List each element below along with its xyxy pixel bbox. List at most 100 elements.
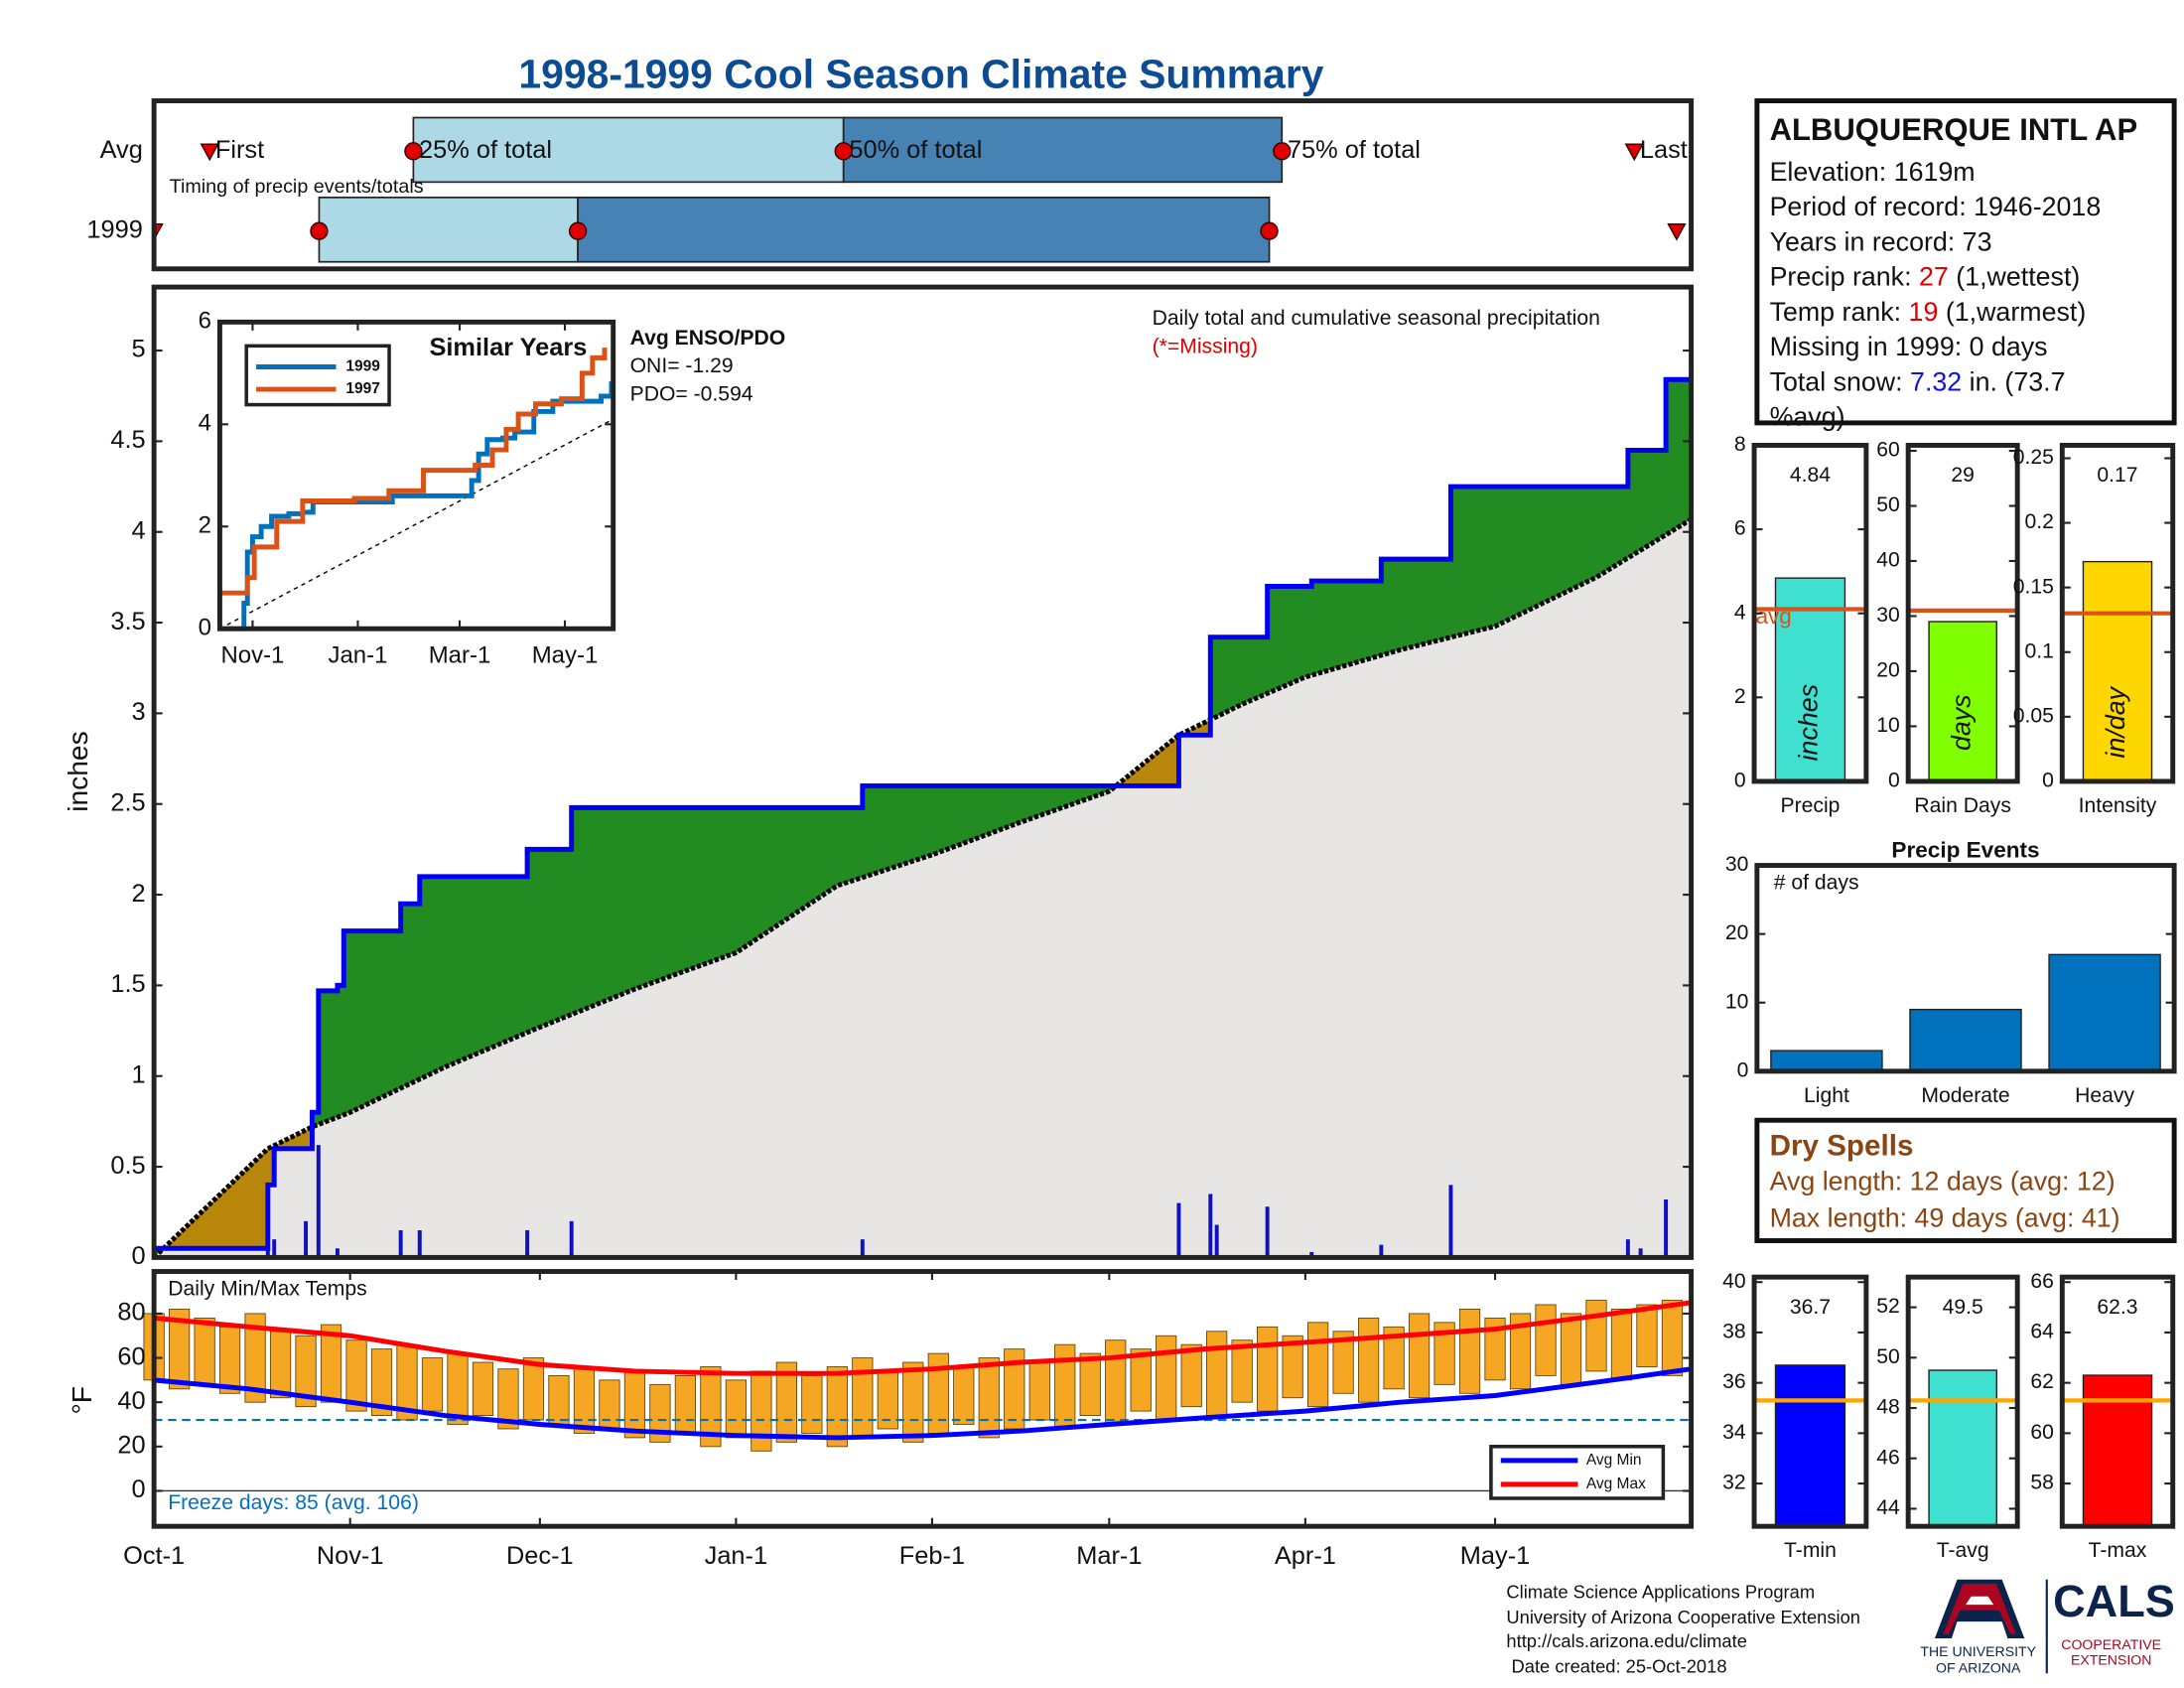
temp-range-bar <box>168 1309 191 1390</box>
footer-line: Date created: 25-Oct-2018 <box>1506 1655 1726 1676</box>
freeze-note: Freeze days: 85 (avg. 106) <box>168 1491 419 1514</box>
dry-spells-box <box>1754 1117 2177 1243</box>
y-tick-label: 20 <box>1876 659 1900 682</box>
period: Period of record: 1946-2018 <box>1769 193 2102 223</box>
y-tick-label: 66 <box>2030 1270 2054 1293</box>
temp-range-bar <box>1180 1343 1202 1408</box>
years: Years in record: 73 <box>1769 227 1992 258</box>
daily-bar <box>1309 1251 1314 1258</box>
temp-range-bar <box>522 1357 545 1421</box>
y-axis-label: inches <box>62 731 93 811</box>
average-line <box>219 418 614 630</box>
footer-line: http://cals.arizona.edu/climate <box>1506 1630 1746 1651</box>
bar <box>1928 1369 1997 1527</box>
temp-range-bar <box>623 1370 646 1439</box>
y-tick-label: 20 <box>1725 921 1749 944</box>
y-tick-label: 40 <box>1722 1270 1746 1293</box>
chart-subtitle: Daily total and cumulative seasonal prec… <box>1153 307 1600 330</box>
x-tick-label: Mar-1 <box>429 642 491 669</box>
x-tick-label: Feb-1 <box>899 1542 965 1570</box>
x-tick-label: Oct-1 <box>123 1542 185 1570</box>
temp-range-bar <box>194 1317 215 1385</box>
y-tick-label: 3 <box>132 698 146 726</box>
temp-range-bar <box>421 1357 444 1412</box>
temp-range-bar <box>218 1326 241 1394</box>
average-temp-line <box>153 1300 1692 1376</box>
temp-range-bar <box>1636 1304 1658 1367</box>
daily-bar <box>335 1248 340 1258</box>
quartile-marker <box>1273 142 1292 161</box>
footer-line: University of Arizona Cooperative Extens… <box>1506 1607 1860 1627</box>
category-label: T-max <box>2089 1539 2147 1562</box>
legend-box <box>1489 1445 1666 1500</box>
temp-range-bar <box>1484 1317 1506 1381</box>
y-tick-label: 4 <box>132 516 146 544</box>
logo-text: OF ARIZONA <box>1936 1660 2021 1676</box>
dry-max: Max length: 49 days (avg: 41) <box>1769 1203 2120 1234</box>
temp-range-bar <box>700 1366 722 1448</box>
panel-frame <box>1905 442 2020 784</box>
temp-range-bar <box>978 1357 1000 1439</box>
y-tick-label: 6 <box>1734 517 1746 540</box>
y-tick-label: 0.15 <box>2013 575 2054 598</box>
temp-range-bar <box>1661 1300 1684 1376</box>
y-tick-label: 5 <box>132 336 146 363</box>
temp-range-bar <box>370 1348 393 1417</box>
temp-range-bar <box>295 1335 317 1408</box>
event-marker <box>1624 143 1644 162</box>
x-tick-label: Apr-1 <box>1275 1542 1336 1570</box>
y-tick-label: 62 <box>2030 1370 2054 1393</box>
y-tick-label: 0.2 <box>2024 510 2053 533</box>
logo-text: COOPERATIVE <box>2061 1636 2161 1652</box>
y-tick-label: 60 <box>2030 1421 2054 1444</box>
value-label: 36.7 <box>1790 1296 1831 1319</box>
bar <box>2082 560 2153 782</box>
dry-spells-text: Dry Spells Avg length: 12 days (avg: 12)… <box>1770 1129 2176 1238</box>
panel-note: # of days <box>1774 871 1859 894</box>
temp-range-bar <box>674 1374 697 1434</box>
temp-range-bar <box>1560 1313 1582 1385</box>
average-fill <box>154 518 1692 1258</box>
unit-label: inches <box>1794 684 1824 761</box>
temp-range-bar <box>599 1379 620 1430</box>
enso-title: Avg ENSO/PDO <box>630 327 786 350</box>
temp-range-bar <box>472 1361 494 1417</box>
category-label: Rain Days <box>1914 794 2011 817</box>
panel-frame <box>2059 1274 2176 1529</box>
y-tick-label: 30 <box>1876 604 1900 627</box>
note: in. (73.7 %avg) <box>1769 367 2066 433</box>
category-label: Light <box>1804 1084 1849 1107</box>
plot-layer: 0 0.5 1 1.5 2 2.5 3 3.5 4 4.5 5 inches Daily total a… <box>62 98 2177 1570</box>
panel-frame <box>2059 442 2176 784</box>
x-tick-label: Nov-1 <box>220 642 284 669</box>
y-tick-label: 1.5 <box>110 970 145 998</box>
y-tick-label: 38 <box>1722 1321 1746 1343</box>
temp-range-bar <box>1079 1352 1101 1417</box>
station-name: ALBUQUERQUE INTL AP <box>1769 111 2138 148</box>
daily-bar <box>1448 1185 1453 1258</box>
rank: 27 <box>1918 263 1949 293</box>
bar <box>1774 577 1846 782</box>
note: (1,warmest) <box>1945 298 2087 329</box>
panel-frame <box>216 319 616 632</box>
y-tick-label: 0 <box>2042 770 2054 792</box>
daily-bar <box>316 1145 321 1258</box>
daily-bar <box>417 1230 422 1258</box>
bar <box>2048 953 2161 1072</box>
dry-avg: Avg length: 12 days (avg: 12) <box>1769 1168 2116 1197</box>
temp-range-bar <box>1509 1313 1532 1390</box>
y-tick-label: 0.25 <box>2013 446 2054 469</box>
y-tick-label: 2.5 <box>110 788 145 816</box>
x-tick-label: Jan-1 <box>705 1542 767 1570</box>
station-text: ALBUQUERQUE INTL AP Elevation: 1619m Per… <box>1770 109 2176 436</box>
x-tick-label: May-1 <box>532 642 599 669</box>
temp-range-bar <box>927 1352 949 1434</box>
temp-range-bar <box>320 1324 342 1403</box>
footer: Climate Science Applications Program Uni… <box>1506 1582 1860 1677</box>
daily-bar <box>1208 1194 1213 1258</box>
temp-range-bar <box>1257 1326 1279 1412</box>
temp-range-bar <box>826 1366 848 1448</box>
temp-range-bar <box>1105 1339 1127 1425</box>
y-tick-label: 2 <box>132 880 146 908</box>
